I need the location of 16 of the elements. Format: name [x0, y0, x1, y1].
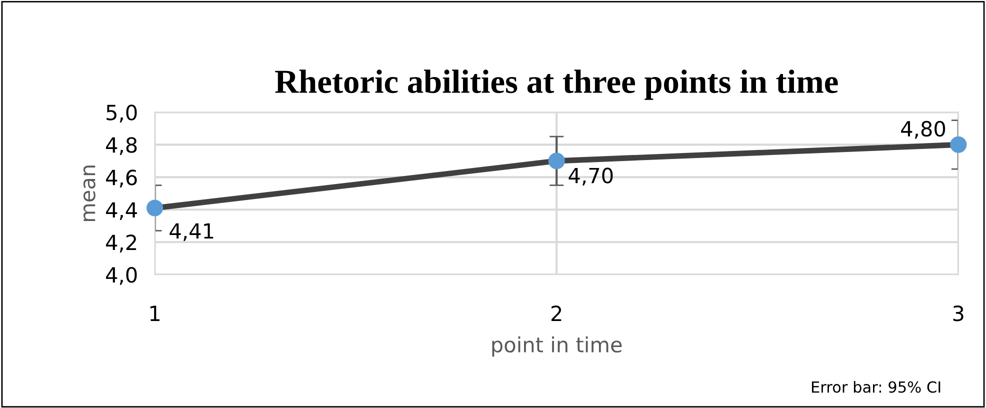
data-label: 4,70 — [568, 168, 613, 186]
x-tick-label: 2 — [551, 306, 562, 321]
x-tick-label: 1 — [150, 306, 160, 321]
y-tick-label: 4,2 — [106, 234, 136, 252]
x-tick-label: 3 — [953, 306, 964, 322]
y-tick-label: 5,0 — [106, 104, 137, 123]
y-axis-title: mean — [83, 166, 96, 222]
data-label: 4,80 — [901, 120, 946, 139]
x-axis-title: point in time — [492, 336, 622, 357]
y-tick-label: 4,4 — [106, 202, 137, 220]
data-label: 4,41 — [170, 223, 214, 241]
y-tick-label: 4,0 — [106, 267, 137, 285]
text: Error bar: 95% CI — [812, 380, 940, 393]
chart-title: Rhetoric abilities at three points in time — [275, 70, 838, 100]
y-tick-label: 4,8 — [106, 137, 137, 156]
y-tick-label: 4,6 — [106, 170, 137, 188]
